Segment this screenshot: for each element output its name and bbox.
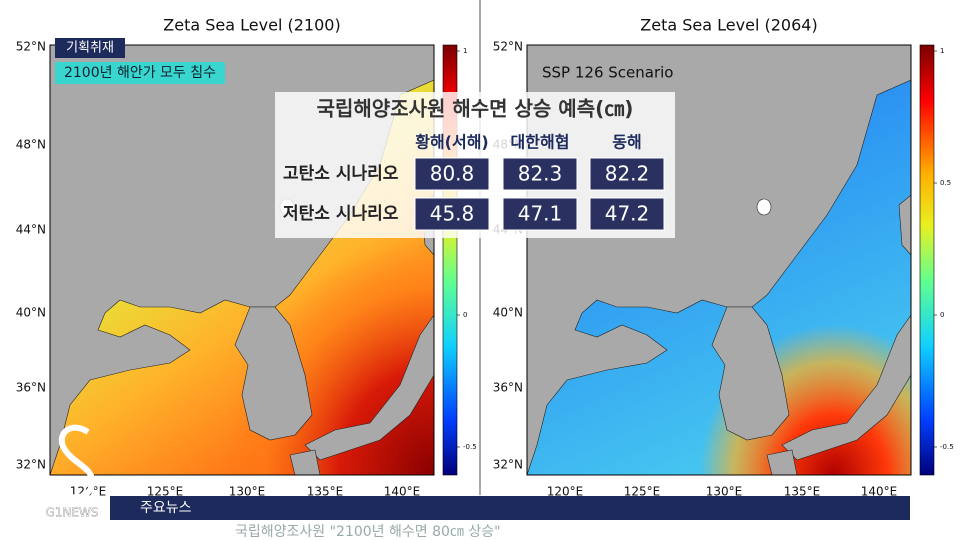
value-cell bbox=[589, 157, 665, 191]
ticker-label: 주요뉴스 bbox=[140, 500, 192, 516]
lat-label: 36°N bbox=[16, 381, 46, 395]
row-label: 저탄소 시나리오 bbox=[283, 204, 399, 224]
ticker: 주요뉴스 국립해양조사원 "2100년 해수면 80㎝ 상승" bbox=[110, 496, 910, 540]
scenario-label: SSP 126 Scenario bbox=[542, 64, 673, 82]
tag-box bbox=[55, 62, 225, 84]
colorbar-label: -0.5 bbox=[463, 443, 477, 451]
ticker-bar bbox=[110, 496, 910, 520]
value-text: 47.1 bbox=[518, 202, 563, 226]
tag-text: 2100년 해안가 모두 침수 bbox=[64, 65, 216, 81]
map-frame bbox=[49, 44, 435, 476]
lat-label: 40°N bbox=[493, 306, 523, 320]
value-text: 47.2 bbox=[605, 202, 650, 226]
ticker-text: 국립해양조사원 "2100년 해수면 80㎝ 상승" bbox=[235, 524, 501, 540]
column-header: 황해(서해) bbox=[415, 133, 489, 152]
lon-label: 135°E bbox=[307, 485, 344, 499]
map-panels: Zeta Sea Level (2100) 52°N 48°N 44°N 40°N 36°… bbox=[16, 16, 954, 499]
lon-label: 140°E bbox=[384, 485, 421, 499]
column-header: 동해 bbox=[612, 133, 641, 152]
colorbar-label: 1 bbox=[463, 47, 467, 55]
colorbar-label: 0 bbox=[463, 311, 467, 319]
row-label: 고탄소 시나리오 bbox=[283, 164, 399, 184]
colorbar-label: 1 bbox=[940, 47, 944, 55]
logo-text: G1NEWS bbox=[46, 506, 99, 520]
lon-label: 125°E bbox=[624, 485, 661, 499]
lat-label: 40°N bbox=[16, 306, 46, 320]
value-text: 82.3 bbox=[518, 162, 563, 186]
value-text: 45.8 bbox=[430, 202, 475, 226]
lat-label: 48°N bbox=[16, 138, 46, 152]
lon-label: 125°E bbox=[147, 485, 184, 499]
value-cell bbox=[414, 157, 490, 191]
tag-text: 기획취재 bbox=[66, 41, 114, 56]
value-cell bbox=[414, 197, 490, 231]
lon-label: 140°E bbox=[861, 485, 898, 499]
logo-mark bbox=[55, 424, 96, 501]
colorbar-label: -0.5 bbox=[940, 443, 954, 451]
colorbar-label: 0.5 bbox=[940, 179, 951, 187]
map-panel: Zeta Sea Level (2064) SSP 126 Scenario 52°… bbox=[493, 16, 954, 499]
map-panel: Zeta Sea Level (2100) 52°N 48°N 44°N 40°N 36°… bbox=[16, 16, 477, 499]
lon-label: 135°E bbox=[784, 485, 821, 499]
lon-label: 130°E bbox=[706, 485, 743, 499]
lon-label: 130°E bbox=[229, 485, 266, 499]
value-cell bbox=[502, 197, 578, 231]
column-header: 대한해협 bbox=[511, 133, 570, 152]
lat-label: 36°N bbox=[493, 381, 523, 395]
map-title: Zeta Sea Level (2064) bbox=[640, 16, 817, 35]
map-frame bbox=[526, 44, 912, 476]
value-cell bbox=[589, 197, 665, 231]
value-text: 80.8 bbox=[430, 162, 475, 186]
lat-label: 32°N bbox=[16, 458, 46, 472]
colorbar bbox=[919, 44, 935, 476]
lat-label: 32°N bbox=[493, 458, 523, 472]
map-title: Zeta Sea Level (2100) bbox=[163, 16, 340, 35]
logo: G1NEWS bbox=[45, 424, 99, 520]
tag-group: 기획취재 2100년 해안가 모두 침수 bbox=[55, 38, 225, 84]
lat-label: 44°N bbox=[16, 223, 46, 237]
colorbar-label: 0 bbox=[940, 311, 944, 319]
value-cell bbox=[502, 157, 578, 191]
table-title: 국립해양조사원 해수면 상승 예측(㎝) bbox=[317, 97, 634, 121]
lon-label: 120°E bbox=[547, 485, 584, 499]
lat-label: 52°N bbox=[493, 40, 523, 54]
tag-box bbox=[55, 38, 125, 58]
lat-label: 52°N bbox=[16, 40, 46, 54]
value-text: 82.2 bbox=[605, 162, 650, 186]
